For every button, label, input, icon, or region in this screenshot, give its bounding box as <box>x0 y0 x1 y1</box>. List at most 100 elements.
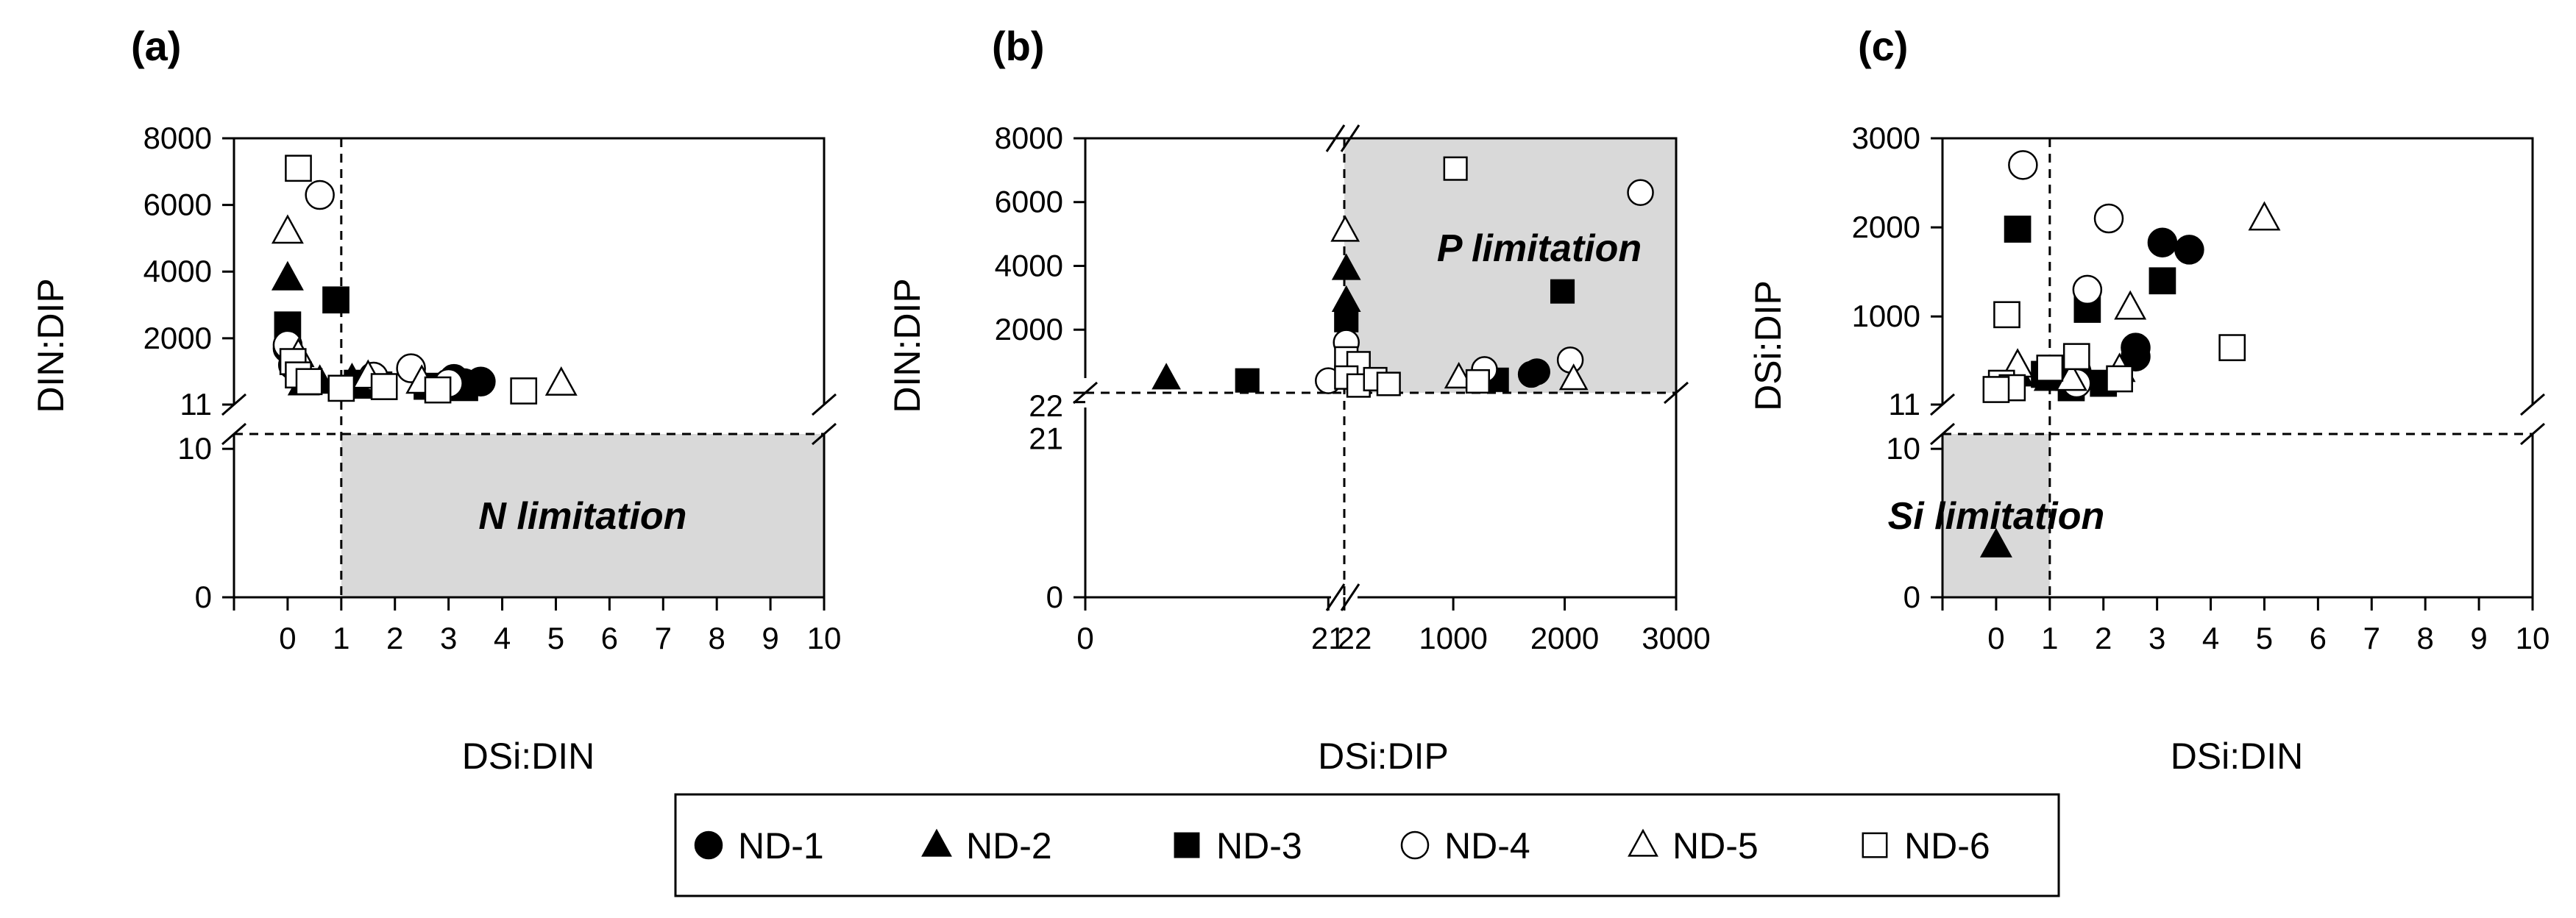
x-tick-label: 22 <box>1338 621 1372 655</box>
x-axis-title-a: DSi:DIN <box>462 736 595 777</box>
limitation-region <box>1344 138 1676 393</box>
data-point-nd-3 <box>2004 216 2032 243</box>
data-point-nd-5 <box>1558 363 1589 391</box>
y-tick-label: 2000 <box>143 321 212 355</box>
legend-marker-nd-6 <box>1862 832 1888 858</box>
data-point-nd-1 <box>1523 358 1550 385</box>
data-point-nd-6 <box>510 377 538 405</box>
y-tick-label: 8000 <box>995 121 1063 155</box>
data-point-nd-4 <box>1556 346 1584 374</box>
axis-break-mark <box>812 393 837 416</box>
y-tick-label: 0 <box>1046 580 1063 614</box>
y-tick-label: 1000 <box>1852 299 1920 333</box>
data-point-nd-6 <box>1443 156 1468 181</box>
data-point-nd-6 <box>424 376 452 404</box>
lower-frame <box>233 434 826 599</box>
upper-frame <box>1941 137 2534 405</box>
data-point-nd-2 <box>271 260 304 291</box>
x-tick-label: 7 <box>2363 621 2380 655</box>
x-tick-label: 2 <box>2095 621 2112 655</box>
axis-break-mark <box>1325 124 1346 152</box>
x-tick-label: 10 <box>807 621 842 655</box>
y-tick-label: 22 <box>1029 388 1063 423</box>
x-tick-label: 4 <box>2202 621 2219 655</box>
upper-frame <box>233 137 826 405</box>
legend-box <box>674 793 2060 897</box>
x-tick-label: 6 <box>601 621 618 655</box>
legend-marker-nd-3 <box>1174 832 1200 858</box>
data-point-nd-3 <box>1334 307 1359 332</box>
frame <box>1084 137 1678 597</box>
data-point-nd-4 <box>305 179 335 210</box>
frame <box>1084 408 1331 599</box>
x-tick-label: 0 <box>1987 621 2004 655</box>
y-tick-label: 6000 <box>143 188 212 222</box>
legend-marker-nd-5 <box>1628 828 1658 857</box>
y-tick-label: 11 <box>1888 387 1920 421</box>
region-label: N limitation <box>478 495 686 538</box>
data-point-nd-3 <box>1235 368 1260 393</box>
data-point-nd-6 <box>285 154 312 182</box>
data-point-nd-3 <box>322 286 350 314</box>
y-tick-label: 10 <box>1886 431 1920 466</box>
legend-label-nd-6: ND-6 <box>1904 825 1990 867</box>
x-tick-label: 5 <box>547 621 564 655</box>
y-tick-label: 0 <box>1903 580 1920 614</box>
y-tick-label: 21 <box>1029 421 1063 456</box>
x-axis-title-b: DSi:DIP <box>1318 736 1449 777</box>
data-point-nd-5 <box>271 214 304 244</box>
data-point-nd-2 <box>1331 253 1361 280</box>
x-tick-label: 21 <box>1311 621 1346 655</box>
data-point-nd-6 <box>370 373 398 400</box>
y-tick-label: 2000 <box>995 312 1063 346</box>
panel-label-b: (b) <box>992 23 1045 69</box>
x-tick-label: 1 <box>333 621 350 655</box>
y-tick-label: 6000 <box>995 185 1063 219</box>
legend-label-nd-2: ND-2 <box>966 825 1052 867</box>
data-point-nd-5 <box>2248 201 2281 231</box>
x-tick-label: 4 <box>494 621 511 655</box>
y-tick-label: 11 <box>180 387 212 421</box>
x-tick-label: 7 <box>655 621 672 655</box>
data-point-nd-6 <box>1993 301 2020 329</box>
x-tick-label: 2000 <box>1530 621 1599 655</box>
axis-break-mark <box>1325 583 1346 611</box>
data-point-nd-6 <box>1465 369 1490 394</box>
x-tick-label: 5 <box>2256 621 2273 655</box>
legend-label-nd-5: ND-5 <box>1672 825 1759 867</box>
x-tick-label: 9 <box>2470 621 2487 655</box>
x-tick-label: 0 <box>1076 621 1093 655</box>
plot-area-a: N limitation 0 1 2 3 4 5 6 7 8 9 10 11 2000 4000 6000 80… <box>143 121 842 655</box>
y-tick-label: 4000 <box>143 254 212 288</box>
x-tick-label: 3 <box>440 621 457 655</box>
y-tick-label: 8000 <box>143 121 212 155</box>
data-point-nd-6 <box>1376 371 1401 396</box>
data-point-nd-6 <box>2062 343 2090 371</box>
panel-label-a: (a) <box>131 23 181 69</box>
y-tick-label: 10 <box>177 431 212 466</box>
x-tick-label: 3000 <box>1642 621 1710 655</box>
legend-marker-nd-2 <box>921 828 952 857</box>
y-axis-title-b: DIN:DIP <box>887 278 928 413</box>
x-tick-label: 8 <box>2417 621 2434 655</box>
data-point-nd-6 <box>295 368 323 396</box>
legend: ND-1 ND-2 ND-3 ND-4 ND-5 ND-6 <box>674 793 2060 897</box>
data-point-nd-3 <box>2149 267 2176 295</box>
data-point-nd-2 <box>1152 363 1181 390</box>
data-point-nd-6 <box>327 374 355 402</box>
data-point-nd-5 <box>2114 290 2147 320</box>
x-tick-label: 2 <box>386 621 403 655</box>
x-tick-label: 1 <box>2041 621 2058 655</box>
legend-label-nd-4: ND-4 <box>1444 825 1530 867</box>
data-point-nd-1 <box>2174 235 2204 265</box>
x-tick-label: 0 <box>279 621 296 655</box>
legend-marker-nd-1 <box>694 830 723 860</box>
x-axis-title-c: DSi:DIN <box>2171 736 2304 777</box>
legend-label-nd-3: ND-3 <box>1216 825 1302 867</box>
lower-frame <box>1941 434 2534 599</box>
